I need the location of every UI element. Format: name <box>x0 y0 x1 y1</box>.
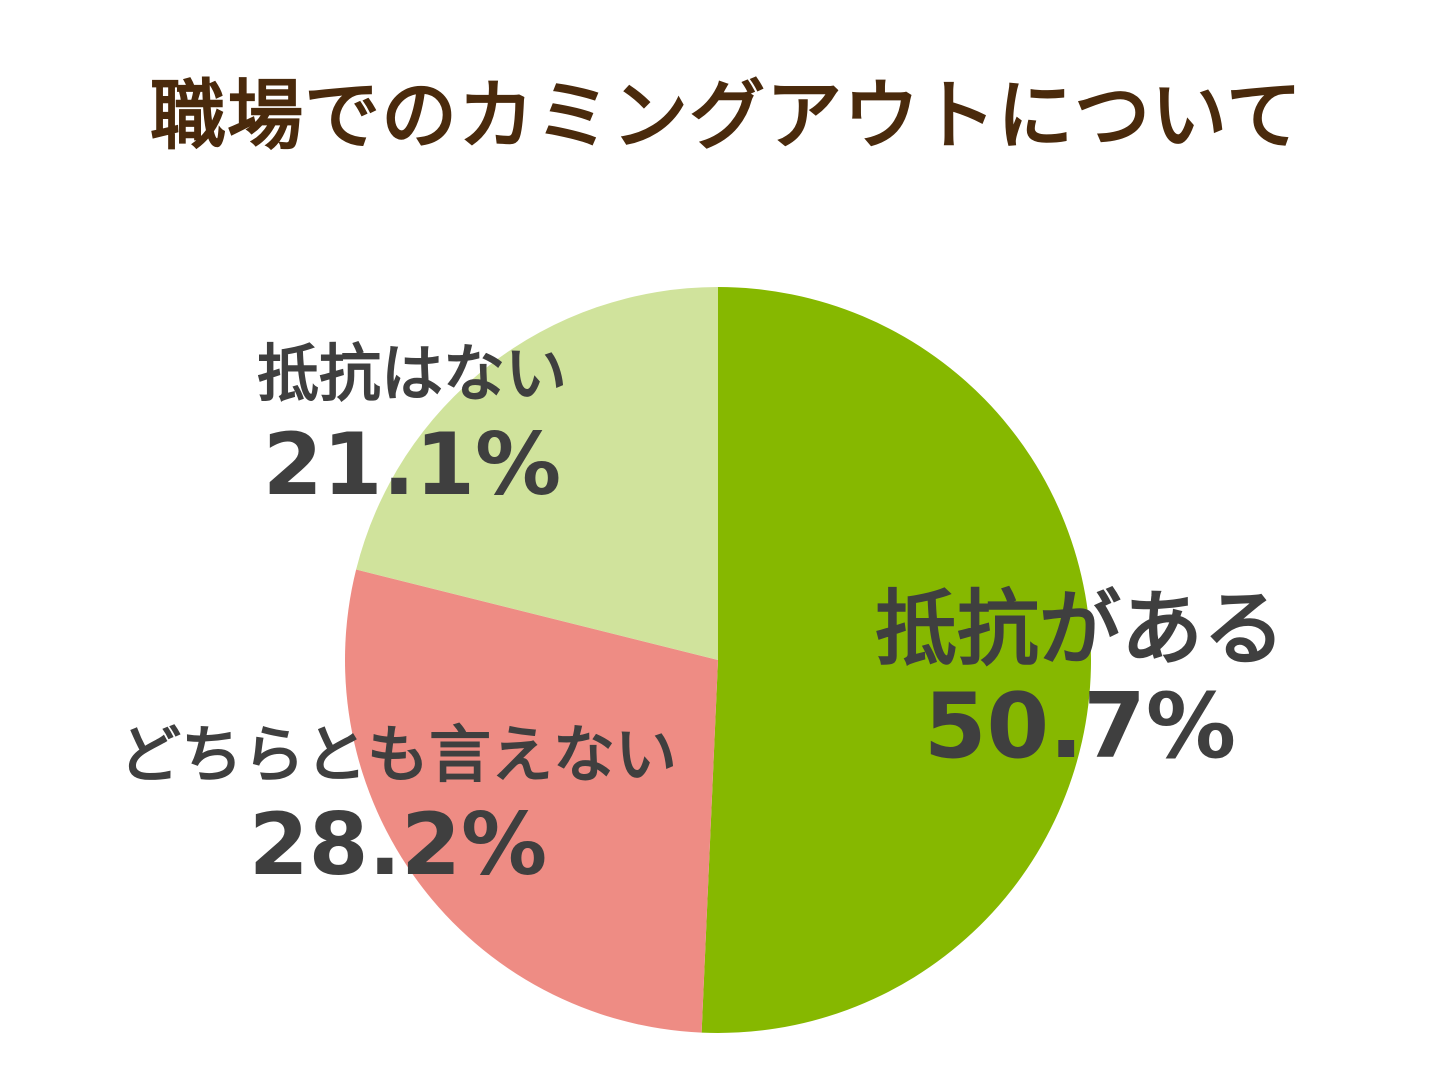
slice-label-teikou-nai: 抵抗はない <box>257 337 567 410</box>
pie-labels: 抵抗がある 50.7% どちらとも言えない 28.2% 抵抗はない 21.1% <box>119 337 1285 895</box>
chart-title: 職場でのカミングアウトについて <box>150 71 1303 160</box>
pie-slices <box>344 287 1091 1033</box>
slice-teikou-nai <box>356 287 718 660</box>
slice-dochira-tomo <box>344 569 718 1033</box>
slice-value-dochira-tomo: 28.2% <box>249 795 547 895</box>
slice-value-teikou-nai: 21.1% <box>263 415 561 515</box>
slice-teikou-aru <box>701 287 1091 1033</box>
slice-label-dochira-tomo: どちらとも言えない <box>119 718 677 791</box>
slice-value-teikou-aru: 50.7% <box>924 674 1236 779</box>
slice-label-teikou-aru: 抵抗がある <box>875 582 1285 677</box>
